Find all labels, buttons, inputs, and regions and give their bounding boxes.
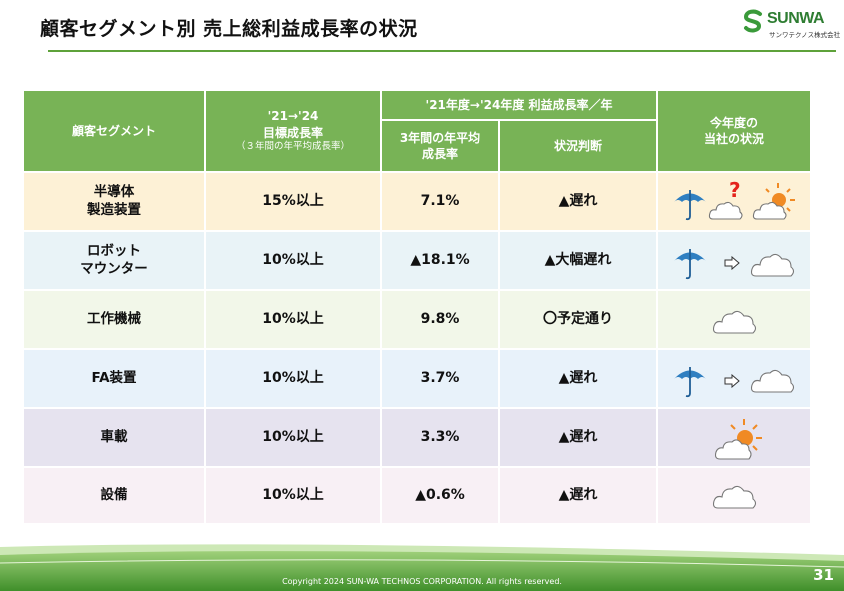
judgment-cell: ▲遅れ: [497, 171, 659, 232]
actual-cell: 3.3%: [380, 407, 500, 468]
segment-cell: 車載: [22, 407, 206, 468]
target-cell: 10%以上: [204, 289, 382, 350]
company-logo: SUNWA サンワテクノス株式会社: [741, 6, 841, 40]
header-target-label: 目標成長率: [262, 125, 323, 140]
header-actual-group: '21年度→'24年度 利益成長率／年: [379, 89, 659, 121]
actual-cell: 7.1%: [380, 171, 500, 232]
judgment-cell: ▲遅れ: [497, 466, 659, 525]
actual-cell: ▲18.1%: [380, 230, 500, 291]
footer-band: [0, 544, 844, 591]
segment-cell: 設備: [22, 466, 206, 525]
header-target-note: （３年間の年平均成長率）: [235, 140, 350, 152]
table-row: 設備 10%以上 ▲0.6% ▲遅れ: [22, 466, 813, 525]
table-row: 工作機械 10%以上 9.8% 〇予定通り: [22, 289, 813, 350]
judgment-cell: ▲遅れ: [497, 348, 659, 409]
table-row: ロボット マウンター 10%以上 ▲18.1% ▲大幅遅れ: [22, 230, 813, 291]
umbrella-icon: [674, 190, 707, 221]
table-row: 車載 10%以上 3.3% ▲遅れ: [22, 407, 813, 468]
header-status: 今年度の 当社の状況: [656, 89, 813, 173]
cloud-icon: [712, 310, 757, 334]
logo-company-name: サンワテクノス株式会社: [769, 31, 841, 39]
segment-name: 設備: [100, 486, 128, 503]
header-actual-avg: 3年間の年平均 成長率: [380, 119, 500, 173]
umbrella-icon: [674, 367, 707, 398]
segment-cell: FA装置: [22, 348, 206, 409]
segment-cell: 工作機械: [22, 289, 206, 350]
sun-behind-cloud-icon: [714, 419, 763, 460]
cloud-icon: [750, 253, 795, 277]
header-segment: 顧客セグメント: [22, 89, 206, 173]
target-cell: 10%以上: [204, 466, 382, 525]
segment-name: FA装置: [91, 369, 137, 386]
sun-behind-cloud-icon: [752, 183, 796, 220]
segment-name-line2: マウンター: [80, 260, 148, 277]
segment-cell: ロボット マウンター: [22, 230, 206, 291]
segment-cell: 半導体 製造装置: [22, 171, 206, 232]
page-title: 顧客セグメント別 売上総利益成長率の状況: [40, 18, 418, 40]
logo-wordmark: SUNWA: [767, 10, 825, 27]
weather-cell: [656, 289, 813, 350]
sunwa-logo-icon: [743, 9, 762, 33]
weather-cell: [656, 230, 813, 291]
header-target-period: '21→'24: [267, 109, 319, 124]
segment-name-line2: 製造装置: [87, 201, 141, 218]
target-cell: 10%以上: [204, 348, 382, 409]
target-cell: 15%以上: [204, 171, 382, 232]
growth-rate-table: 顧客セグメント '21→'24 目標成長率 （３年間の年平均成長率） '21年度…: [22, 89, 813, 525]
header-status-line2: 当社の状況: [704, 132, 765, 146]
judgment-cell: ▲大幅遅れ: [497, 230, 659, 291]
weather-cell: ?: [656, 171, 813, 232]
segment-name: 工作機械: [87, 310, 141, 327]
actual-cell: ▲0.6%: [380, 466, 500, 525]
segment-name: 車載: [100, 428, 128, 445]
segment-name: 半導体: [93, 183, 135, 200]
table-row: FA装置 10%以上 3.7% ▲遅れ: [22, 348, 813, 409]
header-actual-avg-line1: 3年間の年平均: [399, 130, 481, 145]
target-cell: 10%以上: [204, 230, 382, 291]
target-cell: 10%以上: [204, 407, 382, 468]
cloud-icon: [712, 485, 757, 509]
title-divider: [48, 50, 836, 52]
copyright-text: Copyright 2024 SUN-WA TECHNOS CORPORATIO…: [282, 577, 562, 586]
actual-cell: 9.8%: [380, 289, 500, 350]
segment-name: ロボット: [87, 242, 141, 259]
cloud-icon: [750, 369, 795, 393]
weather-cell: [656, 407, 813, 468]
header-judgment: 状況判断: [497, 119, 659, 173]
header-status-line1: 今年度の: [710, 115, 759, 130]
actual-cell: 3.7%: [380, 348, 500, 409]
page-number: 31: [813, 566, 834, 584]
umbrella-icon: [674, 249, 707, 280]
cloud-icon: [708, 201, 743, 220]
weather-cell: [656, 466, 813, 525]
question-mark-icon: ?: [729, 178, 741, 202]
weather-cell: [656, 348, 813, 409]
header-target: '21→'24 目標成長率 （３年間の年平均成長率）: [204, 89, 382, 173]
judgment-cell: ▲遅れ: [497, 407, 659, 468]
header-actual-avg-line2: 成長率: [421, 147, 458, 161]
table-row: 半導体 製造装置 15%以上 7.1% ▲遅れ ?: [22, 171, 813, 232]
arrow-right-icon: [724, 256, 740, 270]
arrow-right-icon: [724, 374, 740, 388]
judgment-cell: 〇予定通り: [497, 289, 659, 350]
